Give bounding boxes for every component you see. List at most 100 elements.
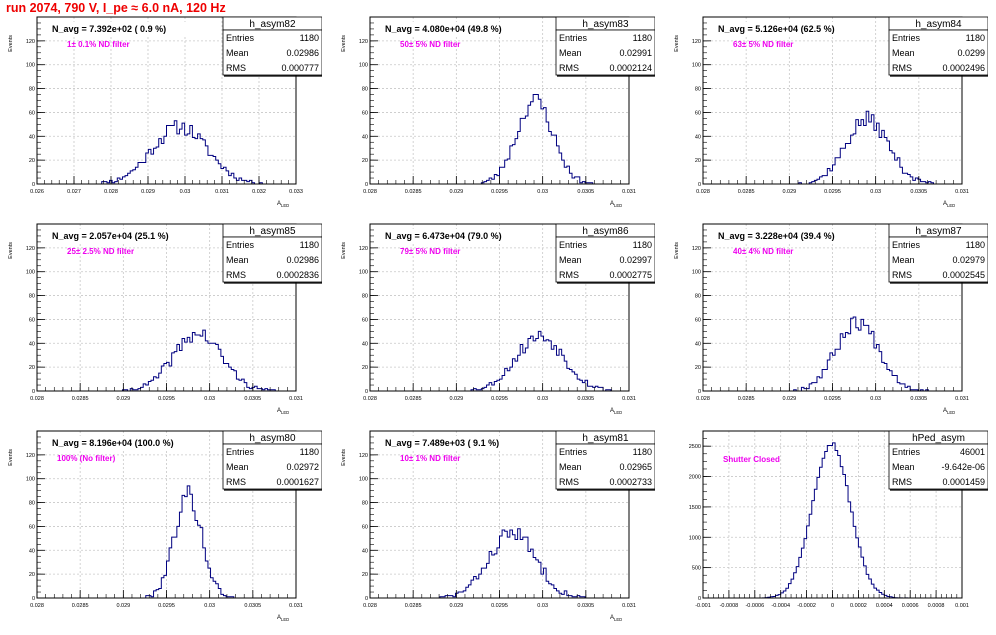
x-axis-label-subscript: LED — [947, 410, 955, 415]
x-axis-label: ALED — [943, 201, 955, 208]
x-tick-label: 0.0305 — [244, 603, 261, 609]
y-axis-label: Events — [341, 35, 347, 52]
x-axis-label-subscript: LED — [281, 410, 289, 415]
stats-mean-value: 0.02997 — [619, 255, 652, 265]
x-axis-label: ALED — [943, 408, 955, 415]
y-tick-label: 100 — [359, 477, 368, 483]
histogram-pad-h_asym86: 0 20 40 60 80 100 120 Events 0.028 0.0285 0.029 0.0… — [333, 223, 655, 428]
stats-mean-value: 0.02986 — [286, 255, 319, 265]
n-avg-background — [376, 436, 536, 449]
y-tick-label: 0 — [698, 389, 701, 395]
filter-label: Shutter Closed — [723, 455, 780, 464]
stats-entries-value: 1180 — [966, 33, 985, 43]
x-tick-label: 0.0305 — [577, 603, 594, 609]
stats-entries-label: Entries — [226, 447, 255, 457]
filter-label: 40± 4% ND filter — [733, 247, 793, 256]
filter-label: 25± 2.5% ND filter — [67, 247, 134, 256]
x-tick-label: 0.0285 — [72, 396, 89, 402]
y-tick-label: 500 — [692, 566, 701, 572]
x-tick-label: 0.027 — [67, 189, 81, 195]
y-tick-label: 60 — [362, 317, 368, 323]
histogram-svg: 0 20 40 60 80 100 120 Events 0.028 0.0285 0.029 0.0… — [8, 223, 322, 415]
x-tick-label: 0.03 — [204, 603, 215, 609]
x-tick-label: 0.029 — [141, 189, 155, 195]
y-axis-label: Events — [341, 242, 347, 259]
stats-box — [222, 29, 322, 76]
stats-rms-label: RMS — [559, 477, 579, 487]
x-tick-label: 0.031 — [215, 189, 229, 195]
y-tick-label: 80 — [29, 501, 35, 507]
stats-entries-value: 1180 — [633, 447, 652, 457]
x-tick-label: 0.028 — [30, 396, 44, 402]
histogram-svg: 0 20 40 60 80 100 120 Events 0.028 0.0285 0.029 0.0… — [8, 430, 322, 622]
y-tick-label: 100 — [26, 63, 35, 69]
x-tick-label: 0.03 — [537, 189, 548, 195]
x-tick-label: 0.0285 — [405, 603, 422, 609]
x-tick-label: -0.0008 — [720, 603, 739, 609]
histogram-pad-h_asym83: 0 20 40 60 80 100 120 Events 0.028 0.0285 0.029 0.0… — [333, 16, 655, 221]
stats-entries-label: Entries — [892, 447, 921, 457]
x-tick-label: 0.03 — [870, 396, 881, 402]
n-avg-background — [709, 229, 869, 242]
y-tick-label: 120 — [692, 246, 701, 252]
stats-entries-value: 1180 — [300, 240, 319, 250]
histogram-pad-h_asym81: 0 20 40 60 80 100 120 Events 0.028 0.0285 0.029 0.0… — [333, 430, 655, 635]
stats-mean-label: Mean — [892, 48, 915, 58]
x-tick-label: 0.031 — [289, 396, 303, 402]
x-tick-label: -0.001 — [695, 603, 711, 609]
stats-title: h_asym84 — [915, 19, 962, 30]
x-tick-label: 0.028 — [104, 189, 118, 195]
stats-rms-value: 0.0002733 — [609, 477, 652, 487]
n-avg-background — [43, 436, 203, 449]
y-tick-label: 0 — [365, 182, 368, 188]
x-tick-label: 0.03 — [204, 396, 215, 402]
x-tick-label: 0.028 — [696, 396, 710, 402]
x-tick-label: 0.0004 — [876, 603, 893, 609]
x-axis-label: ALED — [277, 615, 289, 622]
y-tick-label: 2500 — [689, 444, 701, 450]
stats-rms-label: RMS — [226, 270, 246, 280]
y-tick-label: 20 — [362, 572, 368, 578]
y-tick-label: 40 — [362, 341, 368, 347]
x-tick-label: 0.033 — [289, 189, 303, 195]
x-tick-label: 0.03 — [180, 189, 191, 195]
y-tick-label: 20 — [695, 158, 701, 164]
x-tick-label: 0.0305 — [244, 396, 261, 402]
y-axis-label: Events — [341, 449, 347, 466]
stats-mean-label: Mean — [559, 48, 582, 58]
stats-mean-label: Mean — [892, 255, 915, 265]
stats-mean-label: Mean — [559, 462, 582, 472]
n-avg-label: N_avg = 4.080e+04 (49.8 %) — [385, 24, 502, 34]
y-tick-label: 60 — [362, 524, 368, 530]
x-tick-label: 0.0305 — [577, 396, 594, 402]
x-tick-label: 0.0295 — [824, 396, 841, 402]
stats-rms-label: RMS — [226, 477, 246, 487]
stats-rms-label: RMS — [559, 63, 579, 73]
x-axis-label-subscript: LED — [281, 617, 289, 622]
x-tick-label: 0.031 — [955, 189, 969, 195]
x-tick-label: 0.031 — [955, 396, 969, 402]
x-axis-label-subscript: LED — [947, 203, 955, 208]
stats-box — [888, 236, 988, 283]
stats-box — [888, 443, 988, 490]
x-tick-label: 0.031 — [622, 189, 636, 195]
y-tick-label: 20 — [29, 365, 35, 371]
stats-box — [555, 236, 655, 283]
stats-title: h_asym83 — [582, 19, 629, 30]
x-tick-label: -0.0004 — [771, 603, 790, 609]
histogram-svg: 0 20 40 60 80 100 120 Events 0.028 0.0285 0.029 0.0… — [341, 430, 655, 622]
stats-mean-label: Mean — [559, 255, 582, 265]
y-tick-label: 80 — [362, 501, 368, 507]
histogram-line — [37, 120, 296, 185]
stats-title: hPed_asym — [912, 433, 965, 444]
x-axis-label-subscript: LED — [614, 410, 622, 415]
n-avg-background — [43, 229, 203, 242]
x-tick-label: 0.029 — [782, 396, 796, 402]
histogram-svg: 0 20 40 60 80 100 120 Events 0.026 0.027 0.028 0.02… — [8, 16, 322, 208]
x-tick-label: 0.028 — [363, 396, 377, 402]
y-tick-label: 0 — [32, 596, 35, 602]
x-tick-label: 0.029 — [116, 396, 130, 402]
stats-entries-label: Entries — [892, 33, 921, 43]
x-tick-label: 0.0008 — [928, 603, 945, 609]
histogram-svg: 0 20 40 60 80 100 120 Events 0.028 0.0285 0.029 0.0… — [341, 16, 655, 208]
